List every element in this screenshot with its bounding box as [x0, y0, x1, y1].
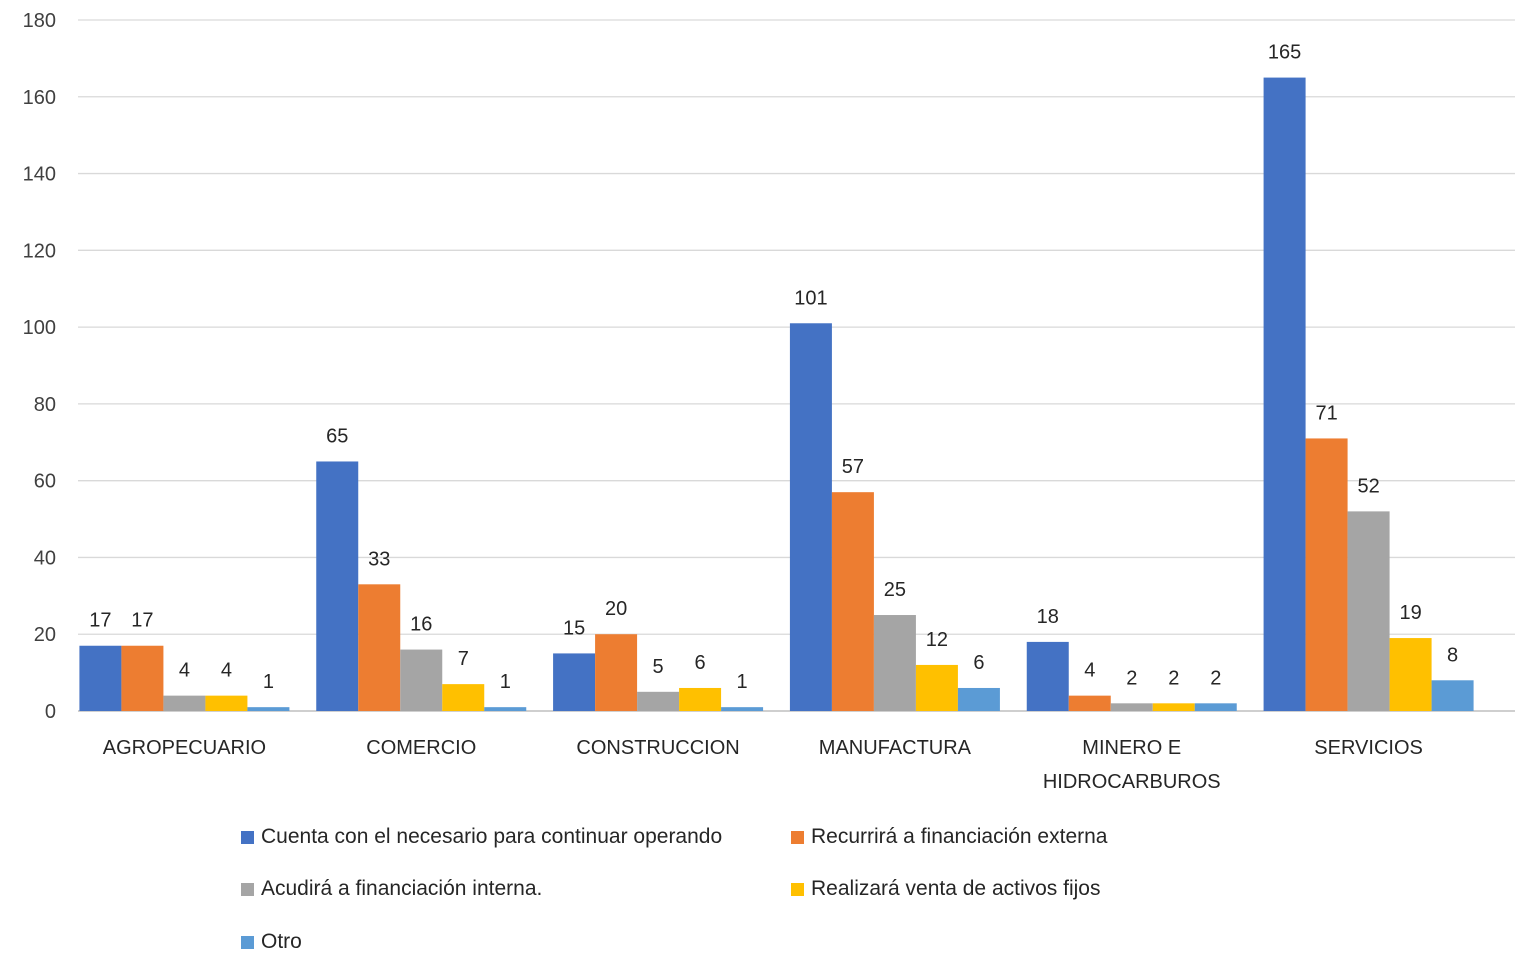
- data-label: 5: [653, 656, 664, 678]
- category-label: MANUFACTURA: [819, 737, 972, 759]
- data-label: 15: [563, 617, 585, 639]
- legend-label: Acudirá a financiación interna.: [261, 877, 543, 900]
- legend-item: Cuenta con el necesario para continuar o…: [241, 825, 722, 849]
- data-label: 33: [368, 548, 390, 570]
- y-tick-label: 20: [34, 624, 56, 646]
- y-tick-label: 0: [45, 701, 56, 723]
- bar: [163, 695, 206, 711]
- legend-label: Realizará venta de activos fijos: [811, 877, 1101, 900]
- data-label: 20: [605, 598, 627, 620]
- bar: [553, 653, 596, 711]
- bar: [79, 645, 122, 711]
- data-label: 2: [1168, 667, 1179, 689]
- bar: [316, 461, 359, 711]
- data-label: 2: [1210, 667, 1221, 689]
- y-tick-label: 120: [23, 240, 56, 262]
- bar: [595, 634, 638, 711]
- data-label: 17: [89, 610, 111, 632]
- data-label: 8: [1447, 644, 1458, 666]
- bar: [957, 687, 1000, 711]
- data-label: 4: [221, 660, 232, 682]
- data-label: 52: [1357, 475, 1379, 497]
- bar: [679, 687, 722, 711]
- data-label: 1: [500, 671, 511, 693]
- y-tick-label: 60: [34, 471, 56, 493]
- legend-item: Recurrirá a financiación externa: [791, 825, 1107, 849]
- category-label: COMERCIO: [366, 737, 476, 759]
- data-label: 65: [326, 425, 348, 447]
- bar: [831, 492, 874, 711]
- data-label: 12: [926, 629, 948, 651]
- bars: [79, 77, 1474, 712]
- category-label: AGROPECUARIO: [103, 737, 266, 759]
- y-tick-label: 100: [23, 317, 56, 339]
- bar: [1347, 511, 1390, 711]
- data-label: 71: [1315, 402, 1337, 424]
- data-label: 25: [884, 579, 906, 601]
- bar: [442, 684, 485, 711]
- data-label: 7: [458, 648, 469, 670]
- legend-label: Otro: [261, 930, 302, 953]
- y-axis-ticks: 0 20 40 60 80 100 120 140 160 180: [23, 10, 56, 723]
- legend-item: Acudirá a financiación interna.: [241, 877, 542, 901]
- legend-swatch: [241, 935, 254, 949]
- bar: [1026, 641, 1069, 711]
- legend-label: Recurrirá a financiación externa: [811, 825, 1108, 848]
- data-label: 6: [695, 652, 706, 674]
- legend-swatch: [791, 882, 804, 896]
- data-label: 16: [410, 614, 432, 636]
- data-label: 165: [1268, 42, 1301, 64]
- legend-label: Cuenta con el necesario para continuar o…: [261, 825, 723, 848]
- bar: [1194, 703, 1237, 711]
- category-label: SERVICIOS: [1314, 737, 1423, 759]
- data-label: 101: [794, 287, 827, 309]
- data-label: 57: [842, 456, 864, 478]
- legend-swatch: [241, 830, 254, 844]
- data-label: 18: [1037, 606, 1059, 628]
- bar: [121, 645, 164, 711]
- data-label: 19: [1399, 602, 1421, 624]
- y-tick-label: 180: [23, 10, 56, 32]
- legend-swatch: [791, 830, 804, 844]
- bar: [789, 323, 832, 711]
- bar: [1068, 695, 1111, 711]
- bar: [1152, 703, 1195, 711]
- bar: [1305, 438, 1348, 711]
- bar: [358, 584, 401, 711]
- bar: [915, 664, 958, 711]
- data-label: 4: [179, 660, 190, 682]
- y-tick-label: 80: [34, 394, 56, 416]
- category-label: HIDROCARBUROS: [1043, 771, 1221, 793]
- data-label: 6: [973, 652, 984, 674]
- x-axis-categories: AGROPECUARIO COMERCIO CONSTRUCCION MANUFACT…: [103, 737, 1423, 793]
- bar: [205, 695, 248, 711]
- data-label: 2: [1126, 667, 1137, 689]
- data-label: 4: [1084, 660, 1095, 682]
- legend-item: Realizará venta de activos fijos: [791, 877, 1100, 901]
- y-tick-label: 140: [23, 164, 56, 186]
- bar: [721, 707, 764, 711]
- bar: [247, 707, 290, 711]
- bar: [1389, 638, 1432, 711]
- bar: [1431, 680, 1474, 711]
- data-label: 1: [263, 671, 274, 693]
- category-label: CONSTRUCCION: [576, 737, 739, 759]
- bar: [637, 691, 680, 711]
- y-tick-label: 40: [34, 547, 56, 569]
- bar: [484, 707, 527, 711]
- legend-swatch: [241, 882, 254, 896]
- y-tick-label: 160: [23, 87, 56, 109]
- category-label: MINERO E: [1082, 737, 1181, 759]
- bar: [873, 615, 916, 711]
- data-label: 17: [131, 610, 153, 632]
- bar: [1263, 77, 1306, 712]
- legend-item: Otro: [241, 930, 302, 954]
- data-label: 1: [737, 671, 748, 693]
- bar: [400, 649, 443, 711]
- bar: [1110, 703, 1153, 711]
